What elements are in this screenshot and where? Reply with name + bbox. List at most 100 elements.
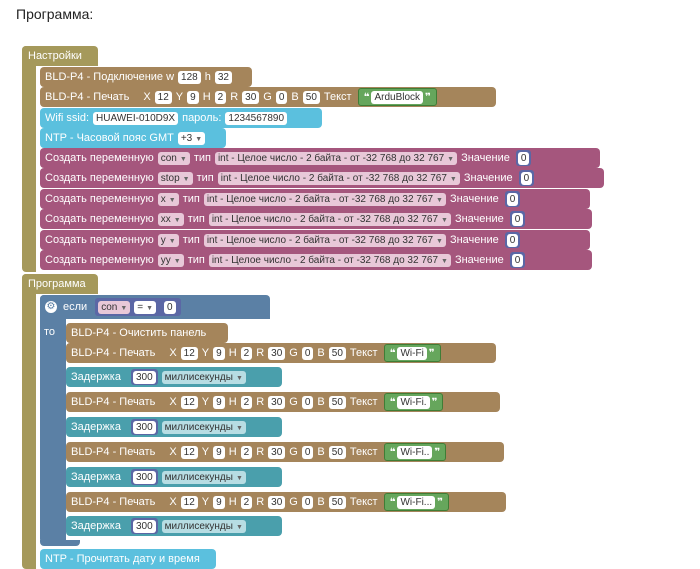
- wifi-ssid-field[interactable]: HUAWEI-010D9X: [93, 111, 179, 125]
- print-x-field[interactable]: 12: [180, 445, 198, 459]
- create-variable-block[interactable]: Создать переменную yy ▼ тип int - Целое числ…: [40, 250, 592, 270]
- number-field[interactable]: 0: [506, 233, 519, 247]
- compare-block[interactable]: con ▼ = ▼ 0: [95, 298, 181, 316]
- ntp-read-block[interactable]: NTP - Прочитать дату и время: [40, 549, 216, 569]
- print-x-field[interactable]: 12: [180, 346, 198, 360]
- print-x-field[interactable]: 12: [154, 90, 172, 104]
- print-block[interactable]: BLD-P4 - Печать X 12 Y 9 H 2 R 30 G 0 B 50 Текст ❝ Wi-F…: [66, 492, 506, 512]
- variable-name-dropdown[interactable]: stop ▼: [157, 171, 193, 185]
- string-block[interactable]: ❝ Wi-Fi. ❞: [383, 393, 444, 411]
- cond-op-dropdown[interactable]: = ▼: [134, 300, 157, 314]
- delay-number-block[interactable]: 300: [130, 419, 158, 435]
- variable-name-dropdown[interactable]: yy ▼: [157, 253, 184, 267]
- number-block[interactable]: 0: [509, 252, 526, 268]
- print-y-field[interactable]: 9: [187, 90, 199, 104]
- print-r-field[interactable]: 30: [242, 90, 260, 104]
- string-block[interactable]: ❝ Wi-Fi.. ❞: [383, 443, 447, 461]
- print-g-field[interactable]: 0: [301, 346, 314, 360]
- if-block[interactable]: ⚙ если con ▼ = ▼ 0: [40, 295, 270, 319]
- print-g-field[interactable]: 0: [275, 90, 288, 104]
- setup-block[interactable]: Настройки: [22, 46, 98, 66]
- number-block[interactable]: 0: [515, 150, 532, 166]
- delay-number-field[interactable]: 300: [132, 470, 156, 484]
- print-block[interactable]: BLD-P4 - Печать X 12 Y 9 H 2 R 30 G 0 B 50 Текст ❝ Wi-F…: [66, 343, 496, 363]
- print-b-field[interactable]: 50: [328, 495, 346, 509]
- delay-block[interactable]: Задержка 300 миллисекунды ▼: [66, 467, 282, 487]
- print-g-field[interactable]: 0: [301, 395, 314, 409]
- variable-type-dropdown[interactable]: int - Целое число - 2 байта - от -32 768…: [214, 151, 458, 165]
- print-g-field[interactable]: 0: [301, 445, 314, 459]
- cond-number-field[interactable]: 0: [164, 300, 176, 314]
- print-b-field[interactable]: 50: [328, 395, 346, 409]
- print-r-field[interactable]: 30: [268, 445, 286, 459]
- variable-name-dropdown[interactable]: con ▼: [157, 151, 190, 165]
- number-field[interactable]: 0: [511, 212, 524, 226]
- cond-var-dropdown[interactable]: con ▼: [98, 300, 131, 314]
- number-block[interactable]: 0: [504, 232, 521, 248]
- variable-type-dropdown[interactable]: int - Целое число - 2 байта - от -32 768…: [208, 212, 451, 226]
- print-b-field[interactable]: 50: [328, 445, 346, 459]
- print-h-field[interactable]: 2: [240, 445, 253, 459]
- number-block[interactable]: 0: [504, 191, 521, 207]
- delay-block[interactable]: Задержка 300 миллисекунды ▼: [66, 417, 282, 437]
- program-block[interactable]: Программа: [22, 274, 98, 294]
- delay-unit-dropdown[interactable]: миллисекунды ▼: [161, 470, 246, 484]
- delay-number-field[interactable]: 300: [132, 370, 156, 384]
- wifi-block[interactable]: Wifi ssid: HUAWEI-010D9X пароль: 1234567…: [40, 108, 322, 128]
- print-r-field[interactable]: 30: [268, 495, 286, 509]
- connect-w-field[interactable]: 128: [178, 70, 201, 84]
- print-r-field[interactable]: 30: [268, 346, 286, 360]
- create-variable-block[interactable]: Создать переменную stop ▼ тип int - Целое чи…: [40, 168, 604, 188]
- print-h-field[interactable]: 2: [240, 495, 253, 509]
- create-variable-block[interactable]: Создать переменную xx ▼ тип int - Целое числ…: [40, 209, 592, 229]
- create-variable-block[interactable]: Создать переменную y ▼ тип int - Целое число…: [40, 230, 590, 250]
- ntp-timezone-block[interactable]: NTP - Часовой пояс GMT +3 ▼: [40, 128, 226, 148]
- delay-number-block[interactable]: 300: [130, 369, 158, 385]
- print-block-setup[interactable]: BLD-P4 - Печать X 12 Y 9 H 2 R 30 G 0 B …: [40, 87, 496, 107]
- string-field[interactable]: Wi-Fi..: [397, 445, 433, 459]
- clear-panel-block[interactable]: BLD-P4 - Очистить панель: [66, 323, 228, 343]
- gear-icon[interactable]: ⚙: [45, 301, 57, 313]
- string-field[interactable]: Wi-Fi: [397, 346, 427, 360]
- delay-number-field[interactable]: 300: [132, 519, 156, 533]
- number-field[interactable]: 0: [511, 253, 524, 267]
- string-field[interactable]: ArduBlock: [371, 90, 424, 104]
- connect-h-field[interactable]: 32: [214, 70, 232, 84]
- print-h-field[interactable]: 2: [240, 346, 253, 360]
- delay-block[interactable]: Задержка 300 миллисекунды ▼: [66, 367, 282, 387]
- print-y-field[interactable]: 9: [213, 346, 225, 360]
- delay-number-block[interactable]: 300: [130, 469, 158, 485]
- string-block[interactable]: ❝ Wi-Fi... ❞: [383, 493, 449, 511]
- variable-type-dropdown[interactable]: int - Целое число - 2 байта - от -32 768…: [203, 192, 446, 206]
- print-h-field[interactable]: 2: [214, 90, 227, 104]
- delay-unit-dropdown[interactable]: миллисекунды ▼: [161, 420, 246, 434]
- number-field[interactable]: 0: [517, 151, 530, 165]
- print-g-field[interactable]: 0: [301, 495, 314, 509]
- print-r-field[interactable]: 30: [268, 395, 286, 409]
- print-x-field[interactable]: 12: [180, 395, 198, 409]
- ntp-timezone-dropdown[interactable]: +3 ▼: [177, 131, 206, 145]
- delay-number-field[interactable]: 300: [132, 420, 156, 434]
- wifi-pass-field[interactable]: 1234567890: [225, 111, 288, 125]
- variable-type-dropdown[interactable]: int - Целое число - 2 байта - от -32 768…: [208, 253, 451, 267]
- number-field[interactable]: 0: [506, 192, 519, 206]
- delay-unit-dropdown[interactable]: миллисекунды ▼: [161, 370, 246, 384]
- print-h-field[interactable]: 2: [240, 395, 253, 409]
- variable-name-dropdown[interactable]: x ▼: [157, 192, 179, 206]
- delay-number-block[interactable]: 300: [130, 518, 158, 534]
- variable-type-dropdown[interactable]: int - Целое число - 2 байта - от -32 768…: [217, 171, 460, 185]
- string-block[interactable]: ❝ Wi-Fi ❞: [383, 344, 441, 362]
- print-y-field[interactable]: 9: [213, 495, 225, 509]
- print-block[interactable]: BLD-P4 - Печать X 12 Y 9 H 2 R 30 G 0 B 50 Текст ❝ Wi-F…: [66, 442, 504, 462]
- create-variable-block[interactable]: Создать переменную con ▼ тип int - Целое чис…: [40, 148, 600, 168]
- number-block[interactable]: 0: [518, 170, 535, 186]
- variable-name-dropdown[interactable]: xx ▼: [157, 212, 184, 226]
- cond-number-block[interactable]: 0: [162, 299, 178, 315]
- create-variable-block[interactable]: Создать переменную x ▼ тип int - Целое число…: [40, 189, 590, 209]
- print-y-field[interactable]: 9: [213, 395, 225, 409]
- number-block[interactable]: 0: [509, 211, 526, 227]
- print-y-field[interactable]: 9: [213, 445, 225, 459]
- delay-unit-dropdown[interactable]: миллисекунды ▼: [161, 519, 246, 533]
- string-field[interactable]: Wi-Fi.: [397, 395, 430, 409]
